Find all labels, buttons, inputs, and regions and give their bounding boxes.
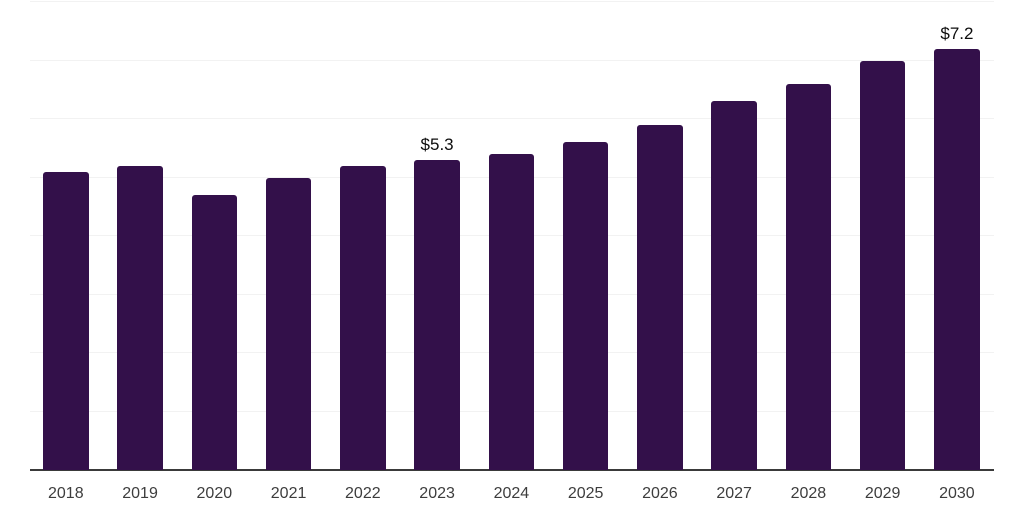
bar-2025 [562,142,609,470]
bar-2027 [711,101,757,470]
x-tick-label-2023: 2023 [419,485,455,502]
x-tick-label-2024: 2024 [493,485,530,502]
x-axis-labels: 2018 2019 2020 2021 2022 2023 2024 2025 2026 2027… [0,482,1024,506]
x-tick-label-2025: 2025 [567,485,604,502]
bar-2022 [340,165,386,470]
x-tick-label-2026: 2026 [642,485,678,502]
x-tick-label-2027: 2027 [716,485,752,502]
bar-2028 [785,83,832,470]
bar-2023 [414,159,460,470]
bar-2020 [191,195,238,470]
x-tick-label-2029: 2029 [864,485,901,502]
x-axis-line [30,469,994,471]
x-tick-label-2020: 2020 [196,485,233,502]
gridline-8 [30,1,994,2]
bar-2026 [637,124,683,470]
x-tick-label-2019: 2019 [122,485,158,502]
bar-2018 [43,171,89,470]
x-tick-label-2018: 2018 [48,485,84,502]
bar-2019 [117,165,163,470]
value-label-2023: $5.3 [420,134,454,154]
gridline-7 [30,59,994,61]
bar-2029 [859,60,906,470]
x-tick-label-2028: 2028 [790,485,827,502]
bar-2021 [265,177,312,470]
x-tick-label-2022: 2022 [345,485,381,502]
x-tick-label-2030: 2030 [939,485,975,502]
gridline-6 [30,118,994,119]
bar-2030 [934,48,980,470]
value-label-2030: $7.2 [940,23,974,43]
bar-2024 [488,154,535,470]
x-tick-label-2021: 2021 [270,485,307,502]
plot-area: $5.3 $7.2 [30,0,994,471]
